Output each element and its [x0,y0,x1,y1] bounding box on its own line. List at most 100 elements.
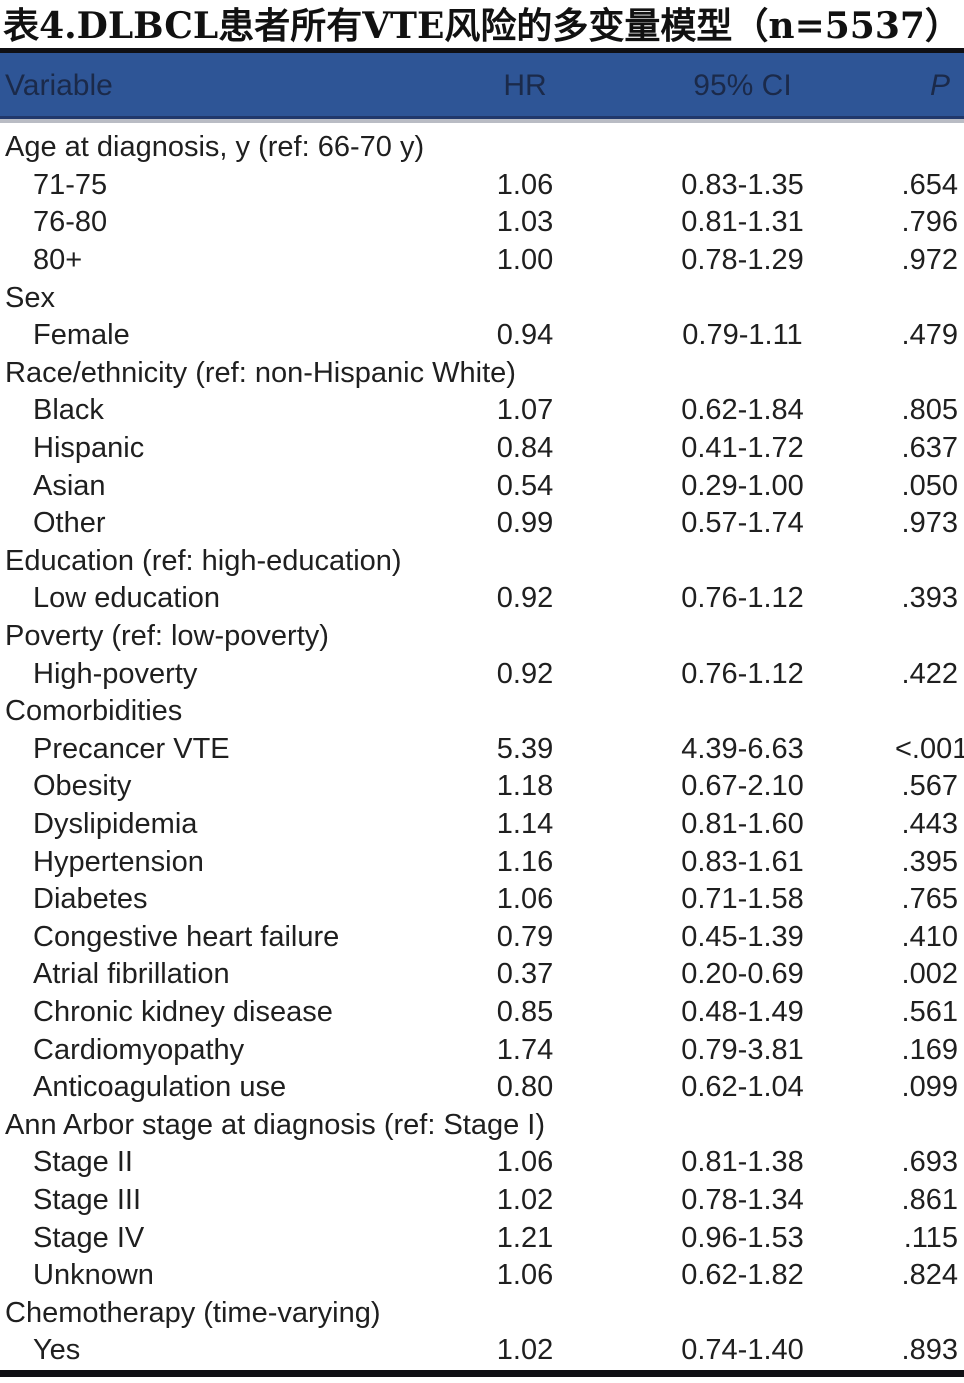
group-row: Age at diagnosis, y (ref: 66-70 y) [0,121,964,167]
ci-cell [590,279,895,317]
hr-cell [460,121,590,167]
table-row: Asian 0.54 0.29-1.00 .050 [0,467,964,505]
hr-cell: 5.39 [496,732,554,765]
hr-cell: 0.92 [496,657,554,690]
p-value-cell: .693 [901,1146,958,1179]
ci-cell: 0.48-1.49 [681,995,804,1028]
hr-cell: 1.06 [496,883,554,916]
variable-cell: Diabetes [33,883,148,916]
p-value-cell: .796 [901,206,958,239]
variable-cell: Stage IV [33,1221,145,1254]
table-row: Hispanic 0.84 0.41-1.72 .637 [0,430,964,468]
p-value-cell: .567 [901,770,958,803]
ci-cell: 0.62-1.84 [681,394,804,427]
table-row: Stage II 1.06 0.81-1.38 .693 [0,1144,964,1182]
hr-cell: 1.14 [496,807,554,840]
p-value-cell: .169 [901,1033,958,1066]
column-header-hr: HR [460,50,590,123]
hr-cell: 1.21 [496,1221,554,1254]
variable-cell: 76-80 [33,206,108,239]
variable-cell: Unknown [33,1259,154,1292]
table-row: Stage IV 1.21 0.96-1.53 .115 [0,1219,964,1257]
variable-cell: Age at diagnosis, y (ref: 66-70 y) [5,131,425,164]
table-row: High-poverty 0.92 0.76-1.12 .422 [0,655,964,693]
column-header-p-value: P [895,50,964,123]
p-value-cell [895,618,964,656]
p-value-cell: .115 [903,1221,958,1254]
table-row: Obesity 1.18 0.67-2.10 .567 [0,768,964,806]
hr-cell: 1.16 [496,845,554,878]
hr-cell: 1.00 [496,244,554,277]
hr-cell: 1.06 [496,1146,554,1179]
hr-cell: 0.92 [496,582,554,615]
table-row: Chronic kidney disease 0.85 0.48-1.49 .561 [0,994,964,1032]
p-value-cell: .410 [901,920,958,953]
header-row: Variable HR 95% CI P [0,50,964,123]
ci-cell: 0.45-1.39 [681,920,804,953]
variable-cell: Education (ref: high-education) [5,544,402,577]
ci-cell: 0.74-1.40 [681,1334,804,1367]
variable-cell: High-poverty [33,657,198,690]
variable-cell: Black [33,394,104,427]
variable-cell: Comorbidities [5,695,183,728]
hr-cell: 0.80 [496,1071,554,1104]
variable-cell: Precancer VTE [33,732,230,765]
p-value-cell [895,543,964,581]
hr-cell: 1.07 [496,394,554,427]
hr-cell: 1.18 [496,770,554,803]
ci-cell: 4.39-6.63 [681,732,804,765]
p-value-cell: .393 [901,582,958,615]
hr-cell: 1.02 [496,1183,554,1216]
variable-cell: Poverty (ref: low-poverty) [5,620,329,653]
p-value-cell: .002 [901,958,958,991]
hr-cell: 0.54 [496,469,554,502]
variable-cell: Ann Arbor stage at diagnosis (ref: Stage… [5,1108,546,1141]
p-value-cell: .654 [901,168,958,201]
ci-cell: 0.76-1.12 [681,657,804,690]
hr-cell [460,693,590,731]
ci-cell: 0.83-1.35 [681,168,804,201]
ci-cell [590,543,895,581]
variable-cell: Chemotherapy (time-varying) [5,1296,381,1329]
ci-cell [590,1106,895,1144]
table-header: Variable HR 95% CI P [0,50,964,123]
p-value-cell: .637 [901,432,958,465]
ci-cell: 0.79-3.81 [681,1033,804,1066]
ci-cell: 0.71-1.58 [681,883,804,916]
table-row: Female 0.94 0.79-1.11 .479 [0,317,964,355]
variable-cell: Low education [33,582,221,615]
hr-cell [460,543,590,581]
ci-cell [590,1294,895,1332]
p-value-cell: .973 [901,507,958,540]
group-row: Comorbidities [0,693,964,731]
hr-cell: 1.74 [496,1033,554,1066]
variable-cell: Hypertension [33,845,204,878]
table-row: Dyslipidemia 1.14 0.81-1.60 .443 [0,806,964,844]
table-row: Congestive heart failure 0.79 0.45-1.39 .41… [0,918,964,956]
table-row: 80+ 1.00 0.78-1.29 .972 [0,242,964,280]
ci-cell: 0.76-1.12 [681,582,804,615]
ci-cell: 0.62-1.82 [681,1259,804,1292]
p-value-cell: .765 [901,883,958,916]
ci-cell: 0.57-1.74 [681,507,804,540]
table-row: Hypertension 1.16 0.83-1.61 .395 [0,843,964,881]
hr-cell: 0.99 [496,507,554,540]
ci-cell: 0.20-0.69 [681,958,804,991]
hr-cell: 0.79 [496,920,554,953]
ci-cell [590,121,895,167]
hr-cell [460,618,590,656]
variable-cell: Asian [33,469,106,502]
ci-cell: 0.62-1.04 [681,1071,804,1104]
ci-cell: 0.83-1.61 [681,845,804,878]
p-value-cell: .561 [901,995,958,1028]
table-caption: 表4.DLBCL患者所有VTE风险的多变量模型（n=5537） [3,5,961,47]
p-value-cell: .824 [901,1259,958,1292]
ci-cell [590,693,895,731]
table-row: Yes 1.02 0.74-1.40 .893 [0,1332,964,1373]
table-row: Atrial fibrillation 0.37 0.20-0.69 .002 [0,956,964,994]
column-header-95ci: 95% CI [590,50,895,123]
variable-cell: Chronic kidney disease [33,995,333,1028]
table-row: 71-75 1.06 0.83-1.35 .654 [0,167,964,205]
p-value-cell: .050 [901,469,958,502]
variable-cell: Stage II [33,1146,133,1179]
